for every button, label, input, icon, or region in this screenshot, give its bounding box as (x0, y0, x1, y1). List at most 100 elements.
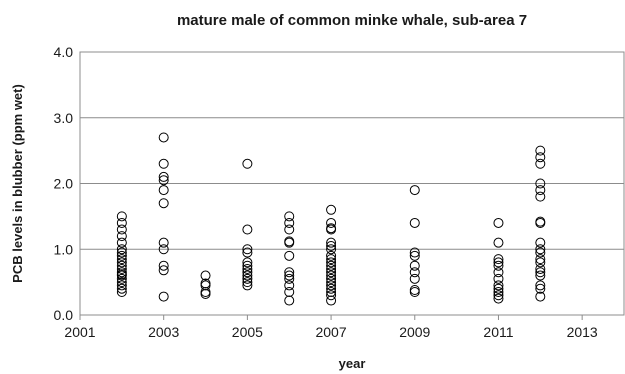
data-point-0-99 (493, 254, 504, 265)
x-tick-label-4: 2009 (399, 324, 430, 340)
data-point-0-96 (493, 267, 504, 278)
data-point-0-76 (326, 237, 337, 248)
data-point-0-107 (535, 263, 546, 274)
data-point-0-111 (535, 244, 546, 255)
y-axis-ticks: 0.0 1.0 2.0 3.0 4.0 (54, 44, 74, 323)
data-point-0-15 (116, 237, 127, 248)
data-point-0-12 (116, 250, 127, 261)
data-point-0-45 (242, 244, 253, 255)
data-point-0-14 (116, 244, 127, 255)
x-tick-label-2: 2005 (232, 324, 263, 340)
data-points (116, 132, 546, 306)
data-point-0-117 (535, 178, 546, 189)
data-point-0-84 (409, 267, 420, 278)
chart-title: mature male of common minke whale, sub-a… (177, 12, 527, 29)
data-point-0-50 (284, 280, 295, 291)
data-point-0-18 (116, 217, 127, 228)
data-point-0-13 (116, 247, 127, 258)
data-point-0-35 (200, 270, 211, 281)
data-point-0-61 (326, 290, 337, 301)
data-point-0-89 (409, 185, 420, 196)
y-axis-title: PCB levels in blubber (ppm wet) (10, 84, 25, 283)
data-point-0-85 (409, 260, 420, 271)
data-point-0-83 (409, 273, 420, 284)
data-point-0-47 (242, 158, 253, 169)
data-point-0-62 (326, 286, 337, 297)
data-point-0-29 (158, 158, 169, 169)
plot-area (79, 51, 625, 316)
data-point-0-106 (535, 267, 546, 278)
data-point-0-39 (242, 270, 253, 281)
data-point-0-91 (493, 290, 504, 301)
data-point-0-88 (409, 217, 420, 228)
data-point-0-42 (242, 260, 253, 271)
data-point-0-64 (326, 280, 337, 291)
data-point-0-110 (535, 247, 546, 258)
y-tick-label-1: 1.0 (54, 241, 74, 257)
data-point-0-23 (158, 244, 169, 255)
data-point-0-86 (409, 250, 420, 261)
data-point-0-101 (493, 217, 504, 228)
data-point-0-37 (242, 277, 253, 288)
data-point-0-115 (535, 191, 546, 202)
data-point-0-19 (116, 211, 127, 222)
x-tick-label-3: 2007 (315, 324, 346, 340)
data-point-0-116 (535, 185, 546, 196)
data-point-0-94 (493, 280, 504, 291)
data-point-0-57 (284, 224, 295, 235)
data-point-0-25 (158, 198, 169, 209)
y-tick-label-2: 2.0 (54, 176, 74, 192)
data-point-0-114 (535, 216, 546, 227)
data-point-0-104 (535, 280, 546, 291)
data-point-0-17 (116, 224, 127, 235)
data-point-0-67 (326, 270, 337, 281)
data-point-0-40 (242, 267, 253, 278)
data-point-0-20 (158, 291, 169, 302)
data-point-0-2 (116, 280, 127, 291)
data-point-0-53 (284, 267, 295, 278)
data-point-0-59 (284, 211, 295, 222)
data-point-0-28 (158, 171, 169, 182)
data-point-0-27 (158, 175, 169, 186)
data-point-0-93 (493, 283, 504, 294)
data-point-0-71 (326, 257, 337, 268)
data-point-0-9 (116, 260, 127, 271)
data-point-0-10 (116, 257, 127, 268)
data-point-0-70 (326, 260, 337, 271)
data-point-0-105 (535, 270, 546, 281)
data-point-0-78 (326, 223, 337, 234)
data-point-0-41 (242, 263, 253, 274)
data-point-0-36 (242, 280, 253, 291)
y-tick-label-0: 0.0 (54, 307, 74, 323)
x-tick-label-1: 2003 (148, 324, 179, 340)
data-point-0-3 (116, 277, 127, 288)
data-point-0-24 (158, 237, 169, 248)
data-point-0-4 (116, 273, 127, 284)
data-point-0-0 (116, 286, 127, 297)
x-axis-ticks: 2001 2003 2005 2007 2009 2011 2013 (64, 315, 598, 340)
y-tick-label-4: 4.0 (54, 44, 74, 60)
x-tick-label-6: 2013 (567, 324, 598, 340)
data-point-0-46 (242, 224, 253, 235)
data-point-0-63 (326, 283, 337, 294)
data-point-0-102 (535, 291, 546, 302)
data-point-0-97 (493, 260, 504, 271)
data-point-0-26 (158, 185, 169, 196)
data-point-0-80 (326, 204, 337, 215)
data-point-0-51 (284, 273, 295, 284)
data-point-0-56 (284, 236, 295, 247)
data-point-0-75 (326, 240, 337, 251)
data-point-0-52 (284, 270, 295, 281)
x-axis-title: year (339, 356, 366, 371)
data-point-0-120 (535, 145, 546, 156)
data-point-0-65 (326, 277, 337, 288)
data-point-0-58 (284, 217, 295, 228)
x-tick-label-0: 2001 (64, 324, 95, 340)
data-point-0-49 (284, 286, 295, 297)
data-point-0-16 (116, 231, 127, 242)
data-point-0-11 (116, 254, 127, 265)
data-point-0-109 (535, 254, 546, 265)
data-point-0-82 (409, 285, 420, 296)
data-point-0-30 (158, 132, 169, 143)
